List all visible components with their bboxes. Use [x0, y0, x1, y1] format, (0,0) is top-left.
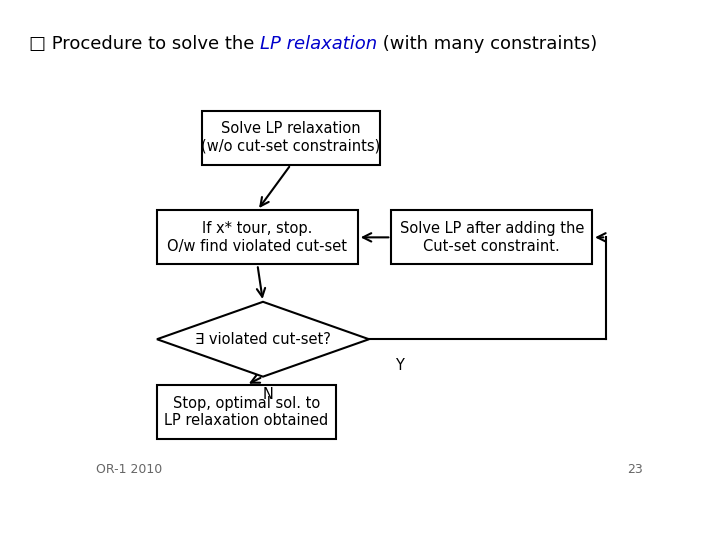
Text: 23: 23 [626, 463, 642, 476]
FancyBboxPatch shape [392, 210, 593, 265]
Text: OR-1 2010: OR-1 2010 [96, 463, 162, 476]
Text: Solve LP after adding the
Cut-set constraint.: Solve LP after adding the Cut-set constr… [400, 221, 584, 254]
FancyBboxPatch shape [157, 210, 358, 265]
Text: Solve LP relaxation
(w/o cut-set constraints): Solve LP relaxation (w/o cut-set constra… [202, 122, 380, 154]
Text: LP relaxation: LP relaxation [260, 35, 377, 53]
Text: (with many constraints): (with many constraints) [377, 35, 598, 53]
Text: ∃ violated cut-set?: ∃ violated cut-set? [195, 332, 331, 347]
Text: □ Procedure to solve the: □ Procedure to solve the [29, 35, 260, 53]
FancyBboxPatch shape [202, 111, 380, 165]
Text: If x* tour, stop.
O/w find violated cut-set: If x* tour, stop. O/w find violated cut-… [167, 221, 347, 254]
Text: Y: Y [395, 358, 404, 373]
FancyBboxPatch shape [157, 385, 336, 439]
Text: Stop, optimal sol. to
LP relaxation obtained: Stop, optimal sol. to LP relaxation obta… [164, 396, 328, 428]
Polygon shape [157, 302, 369, 377]
Text: N: N [263, 387, 274, 402]
